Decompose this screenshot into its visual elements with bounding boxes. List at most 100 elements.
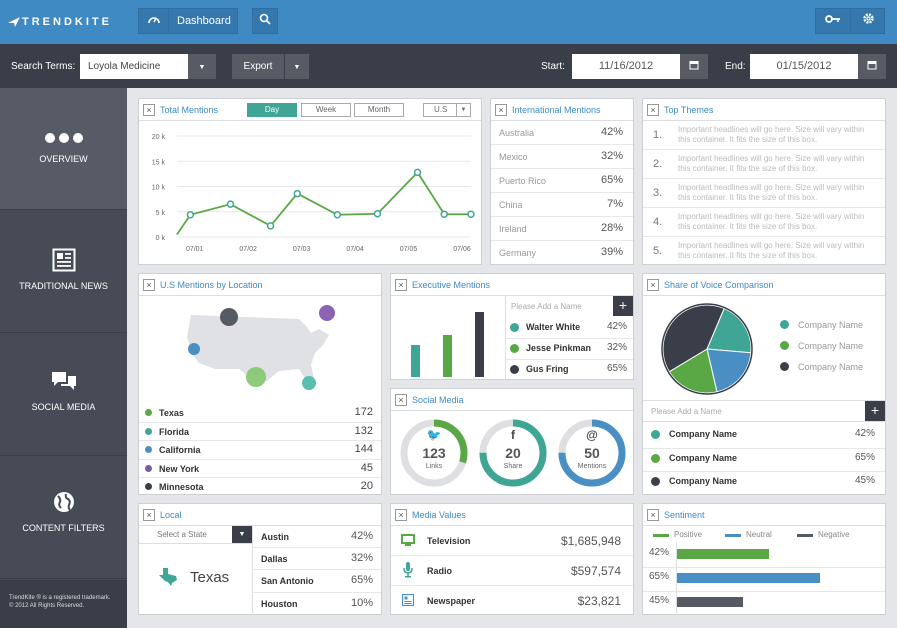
sentiment-bar[interactable] — [677, 573, 820, 583]
close-button[interactable]: × — [395, 279, 407, 291]
start-calendar-button[interactable] — [680, 54, 708, 79]
end-date-input[interactable]: 01/15/2012 — [750, 54, 858, 79]
close-button[interactable]: × — [143, 279, 155, 291]
sentiment-bar[interactable] — [677, 597, 743, 607]
toggle-day[interactable]: Day — [247, 103, 297, 117]
data-point[interactable] — [413, 168, 422, 177]
theme-row[interactable]: 2. Important headlines will go here. Size… — [643, 150, 885, 179]
location-row[interactable]: New York 45 — [139, 460, 381, 478]
company-name[interactable]: Company Name — [669, 429, 738, 439]
data-point[interactable] — [226, 200, 235, 208]
toggle-month[interactable]: Month — [354, 103, 404, 117]
city-row[interactable]: Dallas 32% — [253, 548, 381, 571]
location-dot — [145, 427, 152, 435]
state-select-value: Select a State — [157, 530, 207, 539]
key-button[interactable] — [816, 9, 851, 33]
search-button[interactable] — [252, 8, 278, 34]
sidebar-item-content-filters[interactable]: CONTENT FILTERS — [0, 457, 127, 579]
export-dropdown[interactable]: ▼ — [285, 54, 309, 79]
close-button[interactable]: × — [395, 509, 407, 521]
card-title: U.S Mentions by Location — [160, 280, 263, 290]
map-bubble[interactable] — [220, 308, 238, 326]
legend-label: Positive — [674, 530, 703, 539]
dashboard-button[interactable]: Dashboard — [138, 8, 238, 34]
data-point[interactable] — [373, 210, 382, 218]
brand-logo[interactable]: TRENDKITE — [8, 16, 112, 28]
theme-row[interactable]: 5. Important headlines will go here. Size… — [643, 237, 885, 266]
map-bubble[interactable] — [302, 376, 316, 390]
legend-dot — [780, 320, 789, 329]
country-value: 7% — [607, 198, 623, 210]
executive-bar[interactable] — [475, 312, 484, 377]
location-row[interactable]: Minnesota 20 — [139, 478, 381, 497]
add-name-input[interactable]: Please Add a Name — [511, 302, 582, 311]
data-point[interactable] — [266, 222, 275, 230]
close-button[interactable]: × — [647, 279, 659, 291]
close-button[interactable]: × — [495, 104, 507, 116]
sentiment-label: 42% — [649, 547, 670, 558]
close-button[interactable]: × — [647, 509, 659, 521]
theme-number: 4. — [653, 216, 663, 228]
add-name-input[interactable]: Please Add a Name — [651, 407, 722, 416]
map-bubble[interactable] — [319, 305, 335, 321]
media-row: Radio $597,574 — [391, 556, 633, 586]
location-row[interactable]: Florida 132 — [139, 423, 381, 441]
executive-name[interactable]: Jesse Pinkman — [526, 343, 592, 353]
sentiment-bar[interactable] — [677, 549, 770, 559]
social-metric[interactable]: f 20 Share — [477, 417, 549, 489]
executive-bar[interactable] — [443, 335, 452, 377]
add-name-button[interactable]: + — [865, 401, 885, 421]
search-terms-input[interactable]: Loyola Medicine — [80, 54, 188, 79]
close-button[interactable]: × — [143, 104, 155, 116]
executive-bar-chart — [411, 312, 484, 377]
map-bubble[interactable] — [188, 343, 200, 355]
executive-bar[interactable] — [411, 345, 420, 377]
start-date-input[interactable]: 11/16/2012 — [572, 54, 680, 79]
social-metric[interactable]: @50 Mentions — [556, 417, 628, 489]
region-select[interactable]: U.S ▼ — [423, 103, 471, 117]
settings-button[interactable] — [851, 9, 886, 33]
pie-slice[interactable] — [668, 348, 718, 394]
legend-label: Negative — [818, 530, 850, 539]
data-point[interactable] — [293, 189, 302, 198]
pie-slice[interactable] — [662, 304, 725, 373]
state-select[interactable]: Select a State ▼ — [139, 526, 252, 544]
pie-slice[interactable] — [706, 307, 752, 354]
data-point[interactable] — [440, 210, 449, 219]
search-terms-dropdown[interactable]: ▼ — [188, 54, 216, 79]
executive-name[interactable]: Gus Fring — [526, 364, 569, 374]
pie-slice[interactable] — [706, 348, 752, 393]
theme-row[interactable]: 3. Important headlines will go here. Size… — [643, 179, 885, 208]
toggle-week[interactable]: Week — [301, 103, 351, 117]
location-dot — [145, 409, 152, 416]
add-name-button[interactable]: + — [613, 296, 633, 316]
close-button[interactable]: × — [395, 394, 407, 406]
location-row[interactable]: California 144 — [139, 441, 381, 460]
executive-name[interactable]: Walter White — [526, 322, 581, 332]
close-button[interactable]: × — [143, 509, 155, 521]
data-point[interactable] — [467, 210, 475, 219]
location-row[interactable]: Texas 172 — [139, 404, 381, 423]
city-row[interactable]: Houston 10% — [253, 593, 381, 615]
data-point[interactable] — [186, 211, 195, 219]
country-name: China — [499, 200, 523, 210]
company-name[interactable]: Company Name — [669, 476, 738, 486]
company-name[interactable]: Company Name — [669, 452, 738, 463]
theme-row[interactable]: 1. Important headlines will go here. Size… — [643, 121, 885, 150]
sidebar-item-overview[interactable]: OVERVIEW — [0, 88, 127, 210]
theme-row[interactable]: 4. Important headlines will go here. Size… — [643, 208, 885, 237]
city-row[interactable]: Austin 42% — [253, 526, 381, 549]
sidebar-item-social-media[interactable]: SOCIAL MEDIA — [0, 334, 127, 456]
close-button[interactable]: × — [647, 104, 659, 116]
country-name: Puerto Rico — [499, 176, 547, 186]
end-calendar-button[interactable] — [858, 54, 886, 79]
export-button[interactable]: Export — [232, 54, 284, 79]
social-metric[interactable]: 🐦 123 Links — [398, 417, 470, 489]
location-name: New York — [159, 463, 200, 474]
data-point[interactable] — [333, 211, 342, 219]
city-row[interactable]: San Antonio 65% — [253, 570, 381, 593]
sidebar-item-traditional-news[interactable]: TRADITIONAL NEWS — [0, 211, 127, 333]
map-bubble[interactable] — [246, 367, 266, 387]
us-map-shape — [187, 315, 329, 385]
calendar-icon — [867, 61, 877, 70]
